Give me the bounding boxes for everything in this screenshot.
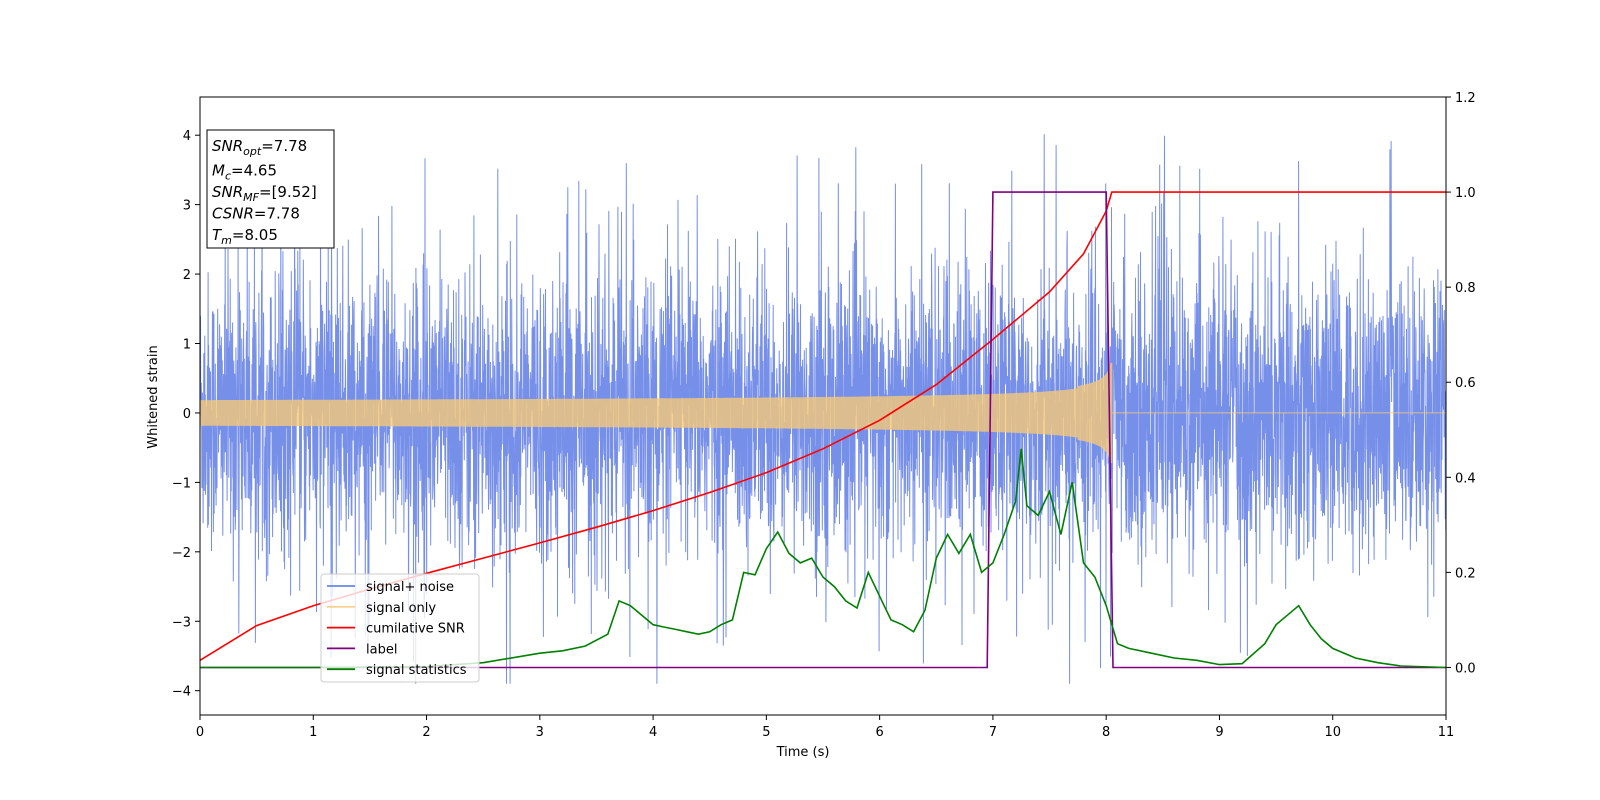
y-tick-label-right: 0.6	[1455, 376, 1476, 391]
y-tick-label-left: 3	[183, 199, 191, 214]
x-tick-label: 9	[1215, 725, 1223, 740]
legend-entry: signal statistics	[366, 663, 467, 678]
annotation-line: Tm=8.05	[212, 226, 278, 247]
legend-entry: signal only	[366, 601, 436, 616]
x-tick-label: 4	[649, 725, 657, 740]
y-tick-label-left: −1	[172, 476, 191, 491]
y-axis-label-left: Whitened strain	[146, 345, 161, 448]
series-signal-statistics	[200, 448, 1446, 669]
x-tick-label: 6	[875, 725, 883, 740]
x-axis-label: Time (s)	[776, 745, 830, 760]
legend: signal+ noise signal only cumilative SNR la…	[320, 573, 480, 683]
axes	[199, 96, 1447, 716]
legend-entry: signal+ noise	[366, 580, 454, 595]
noise-line	[200, 131, 1446, 684]
y-tick-label-right: 0.0	[1455, 661, 1476, 676]
annotation-line: SNRMF=[9.52]	[212, 183, 317, 204]
x-tick-label: 7	[989, 725, 997, 740]
annotation-line: Mc=4.65	[212, 162, 277, 183]
y-tick-label-right: 0.4	[1455, 471, 1476, 486]
x-tick-label: 11	[1438, 725, 1455, 740]
annotation-line: SNRopt=7.78	[212, 137, 307, 158]
legend-entry: cumilative SNR	[366, 622, 465, 637]
y-tick-label-right: 0.8	[1455, 281, 1476, 296]
signal-only-line	[200, 362, 1446, 464]
series-label	[200, 191, 1446, 669]
y-tick-label-left: −3	[172, 615, 191, 630]
y-tick-label-left: 2	[183, 268, 191, 283]
x-tick-label: 2	[422, 725, 430, 740]
series-signal-noise	[200, 131, 1446, 684]
x-tick-label: 10	[1324, 725, 1341, 740]
y-tick-label-left: 4	[183, 129, 191, 144]
legend-frame	[320, 573, 480, 683]
y-tick-label-right: 1.2	[1455, 91, 1476, 106]
series-signal-only	[200, 362, 1446, 464]
x-tick-label: 3	[536, 725, 544, 740]
x-tick-label: 0	[196, 725, 204, 740]
x-tick-label: 1	[309, 725, 317, 740]
ticks: 0 1 2 3 4 5 6 7 8 9 10 11 −4 −3 −2 −1 0 1 2 3 4 0.0 0.2 0.4 0.6 0…	[172, 91, 1476, 740]
y-tick-label-left: 1	[183, 338, 191, 353]
label-line	[200, 191, 1446, 669]
annotation-line: CSNR=7.78	[212, 205, 300, 223]
y-tick-label-left: −4	[172, 685, 191, 700]
y-tick-label-left: 0	[183, 407, 191, 422]
signal-statistics-line	[200, 448, 1446, 669]
y-tick-label-right: 1.0	[1455, 186, 1476, 201]
x-tick-label: 8	[1102, 725, 1110, 740]
x-tick-label: 5	[762, 725, 770, 740]
y-tick-label-right: 0.2	[1455, 566, 1476, 581]
annotation-frame	[206, 129, 335, 249]
plot-frame	[199, 96, 1447, 716]
legend-entry: label	[366, 642, 397, 657]
y-tick-label-left: −2	[172, 546, 191, 561]
